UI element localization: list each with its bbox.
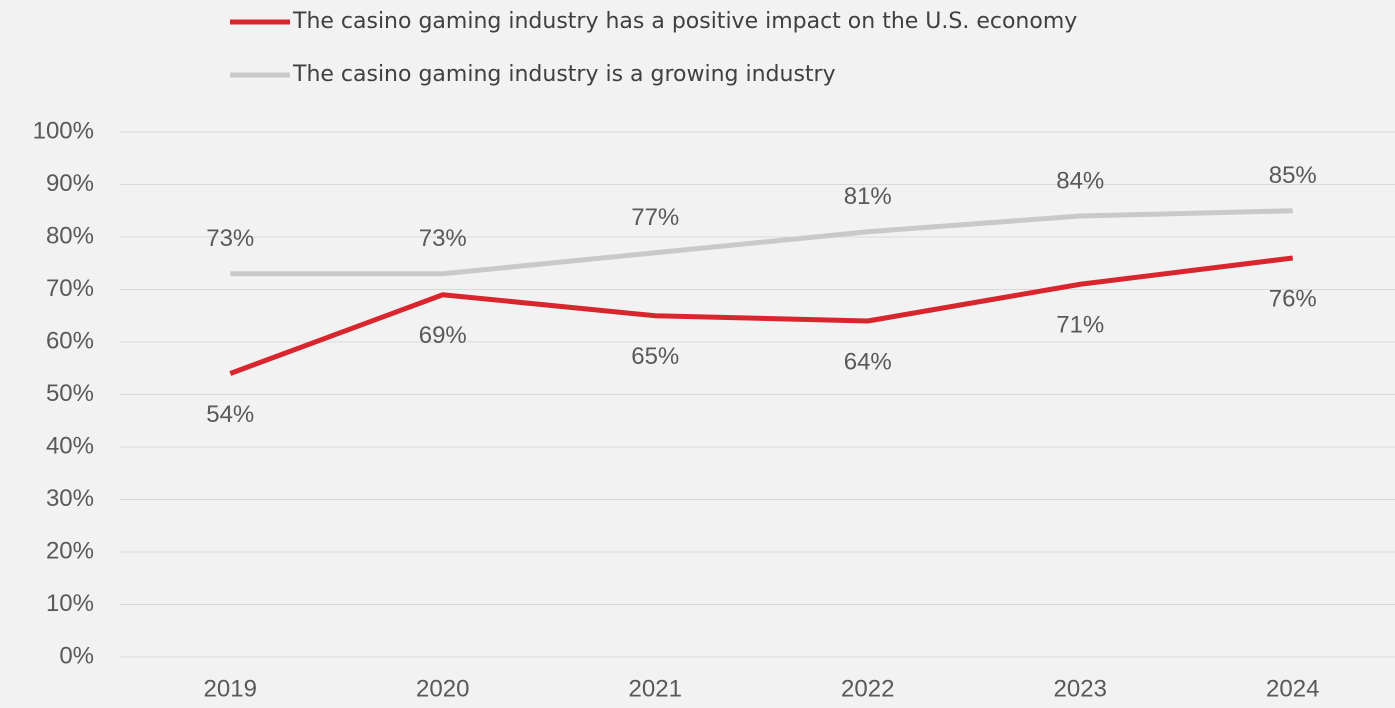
legend-label: The casino gaming industry is a growing … xyxy=(292,62,836,87)
x-tick-label: 2021 xyxy=(629,675,682,702)
data-label: 85% xyxy=(1269,162,1317,189)
data-label: 76% xyxy=(1269,285,1317,312)
y-tick-label: 40% xyxy=(46,432,94,459)
y-tick-label: 0% xyxy=(59,642,94,669)
y-tick-label: 60% xyxy=(46,327,94,354)
x-tick-label: 2023 xyxy=(1054,675,1107,702)
y-tick-label: 90% xyxy=(46,170,94,197)
data-label: 71% xyxy=(1056,312,1104,339)
data-label: 73% xyxy=(206,225,254,252)
series-line xyxy=(230,208,1293,277)
series-line xyxy=(229,255,1294,376)
y-tick-label: 20% xyxy=(46,537,94,564)
y-tick-label: 70% xyxy=(46,275,94,302)
data-label: 84% xyxy=(1056,167,1104,194)
x-tick-label: 2020 xyxy=(416,675,469,702)
y-tick-label: 80% xyxy=(46,222,94,249)
x-tick-label: 2022 xyxy=(841,675,894,702)
y-tick-label: 10% xyxy=(46,590,94,617)
y-tick-label: 30% xyxy=(46,485,94,512)
x-tick-label: 2024 xyxy=(1266,675,1319,702)
y-tick-label: 50% xyxy=(46,380,94,407)
data-label: 54% xyxy=(206,401,254,428)
legend-label: The casino gaming industry has a positiv… xyxy=(292,9,1077,34)
data-label: 69% xyxy=(419,322,467,349)
data-label: 81% xyxy=(844,183,892,210)
y-tick-label: 100% xyxy=(33,117,94,144)
data-label: 77% xyxy=(631,204,679,231)
data-label: 65% xyxy=(631,343,679,370)
data-label: 73% xyxy=(419,225,467,252)
data-label: 64% xyxy=(844,348,892,375)
x-tick-label: 2019 xyxy=(204,675,257,702)
